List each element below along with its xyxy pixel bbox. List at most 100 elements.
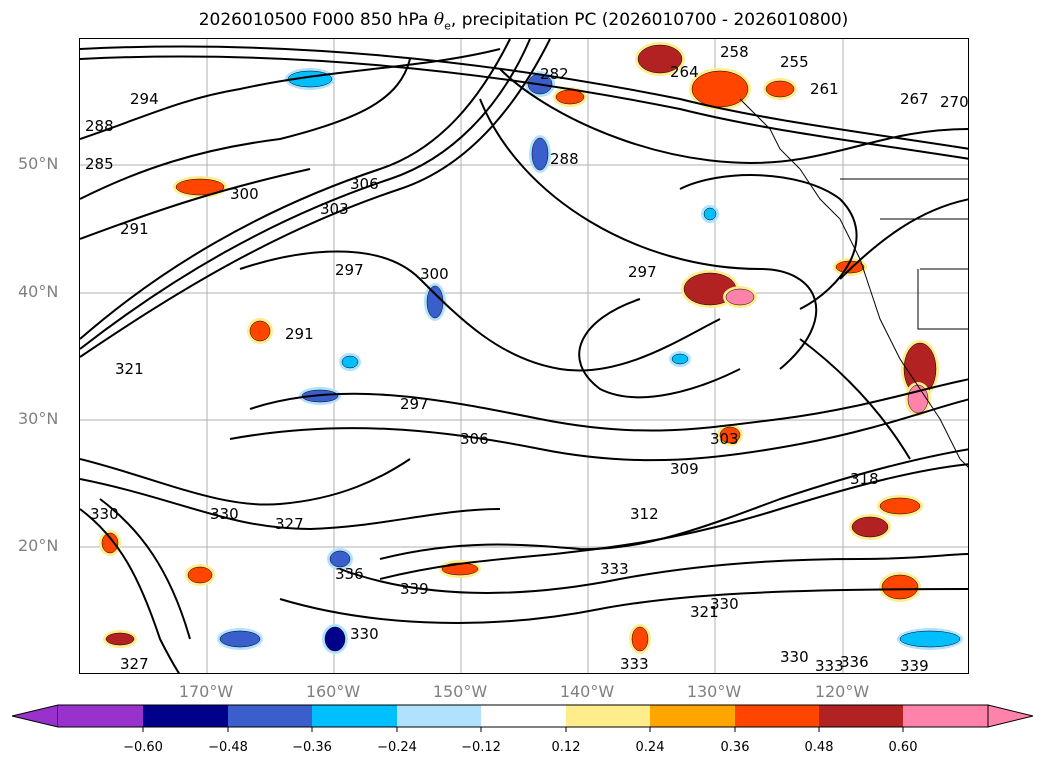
lat-label-20n: 20°N bbox=[18, 536, 59, 555]
map-title: 2026010500 F000 850 hPa θe, precipitatio… bbox=[198, 10, 849, 33]
theta-e-contour bbox=[239, 250, 721, 372]
precip-blob bbox=[175, 178, 225, 196]
theta-e-contour bbox=[249, 378, 968, 432]
theta-e-contour bbox=[80, 458, 411, 506]
colorbar-segment bbox=[566, 705, 650, 727]
contour-label: 339 bbox=[400, 580, 429, 598]
precip-blob bbox=[187, 566, 213, 584]
colorbar-segment bbox=[481, 705, 566, 727]
contour-label: 318 bbox=[850, 470, 879, 488]
colorbar-segment bbox=[650, 705, 735, 727]
precip-blob bbox=[329, 550, 351, 568]
colorbar-segment bbox=[312, 705, 397, 727]
colorbar-segment bbox=[397, 705, 481, 727]
theta-e-contour bbox=[80, 39, 551, 358]
colorbar-tick-label: −0.12 bbox=[461, 740, 501, 755]
lon-label-130w: 130°W bbox=[686, 682, 742, 701]
contour-label: 330 bbox=[90, 505, 119, 523]
contour-label: 309 bbox=[670, 460, 699, 478]
contour-label: 327 bbox=[275, 515, 304, 533]
lat-label-30n: 30°N bbox=[18, 409, 59, 428]
colorbar-extend-low bbox=[11, 704, 59, 728]
coastline-borders bbox=[739, 98, 968, 468]
contour-label: 270 bbox=[940, 93, 969, 111]
theta-e-contour bbox=[80, 168, 311, 240]
contour-label: 258 bbox=[720, 43, 749, 61]
precip-blob bbox=[899, 630, 961, 648]
precip-blob bbox=[426, 285, 444, 319]
contour-label: 333 bbox=[620, 655, 649, 673]
contour-label: 321 bbox=[690, 603, 719, 621]
contour-label: 336 bbox=[840, 653, 869, 671]
precipitation-shading bbox=[99, 42, 963, 654]
contour-label: 288 bbox=[85, 117, 114, 135]
contour-label: 312 bbox=[630, 505, 659, 523]
coastline bbox=[799, 168, 968, 468]
precip-blob bbox=[671, 353, 689, 365]
precip-blob bbox=[881, 574, 919, 600]
theta-e-contour bbox=[799, 338, 911, 460]
theta-e-contour bbox=[80, 55, 968, 160]
precip-blob bbox=[765, 80, 795, 98]
precip-blob bbox=[725, 288, 755, 306]
contour-label: 321 bbox=[115, 360, 144, 378]
contour-label: 294 bbox=[130, 90, 159, 108]
precip-blob bbox=[101, 532, 119, 554]
precip-blob bbox=[851, 516, 889, 538]
contour-label: 297 bbox=[628, 263, 657, 281]
theta-e-contour bbox=[80, 508, 180, 673]
theta-e-contour bbox=[578, 298, 741, 399]
colorbar-segment bbox=[903, 705, 988, 727]
contour-label: 267 bbox=[900, 90, 929, 108]
precip-blob bbox=[219, 630, 261, 648]
theta-e-contour bbox=[839, 198, 968, 280]
contour-label: 306 bbox=[460, 430, 489, 448]
contour-label: 306 bbox=[350, 175, 379, 193]
theta-e-contour bbox=[499, 68, 968, 164]
coastline bbox=[917, 269, 968, 330]
contour-label: 300 bbox=[420, 265, 449, 283]
colorbar-extend-high bbox=[987, 704, 1034, 728]
contour-label: 291 bbox=[120, 220, 149, 238]
theta-e-contour bbox=[679, 174, 858, 310]
precip-blob bbox=[341, 355, 359, 369]
precip-blob bbox=[631, 626, 649, 652]
theta-e-contour bbox=[80, 45, 968, 150]
lon-label-150w: 150°W bbox=[432, 682, 488, 701]
colorbar-tick-label: −0.60 bbox=[123, 740, 163, 755]
colorbar-segment bbox=[819, 705, 903, 727]
contour-label: 261 bbox=[810, 80, 839, 98]
contour-label: 339 bbox=[900, 657, 929, 674]
theta-e-contour bbox=[279, 588, 968, 624]
contour-label: 330 bbox=[210, 505, 239, 523]
colorbar-tick-label: 0.12 bbox=[551, 740, 581, 755]
precip-blob bbox=[879, 497, 921, 515]
lat-label-40n: 40°N bbox=[18, 282, 59, 301]
theta-e-contour bbox=[80, 39, 511, 340]
colorbar-tick-label: 0.36 bbox=[720, 740, 750, 755]
theta-e-contour bbox=[229, 398, 968, 462]
precip-blob bbox=[691, 70, 749, 108]
theta-e-contour bbox=[80, 478, 501, 531]
contour-label: 336 bbox=[335, 565, 364, 583]
precip-blob bbox=[324, 626, 346, 652]
colorbar-tick-label: −0.48 bbox=[208, 740, 248, 755]
theta-e-contour bbox=[479, 98, 818, 370]
colorbar-tick-label: −0.24 bbox=[377, 740, 417, 755]
contour-label: 300 bbox=[230, 185, 259, 203]
contour-label: 255 bbox=[780, 53, 809, 71]
gridlines bbox=[80, 39, 968, 673]
contour-label: 330 bbox=[780, 648, 809, 666]
map-plot-area: 294 288 285 291 300 303 306 297 300 291 282 288 297 2… bbox=[79, 38, 969, 674]
colorbar-segment bbox=[735, 705, 819, 727]
theta-e-contour bbox=[80, 39, 531, 350]
contour-label: 330 bbox=[350, 625, 379, 643]
colorbar-segment bbox=[143, 705, 228, 727]
precip-blob bbox=[719, 426, 741, 444]
theta-e-contours bbox=[80, 39, 968, 673]
colorbar-segment bbox=[228, 705, 312, 727]
colorbar-tick-label: 0.60 bbox=[888, 740, 918, 755]
theta-e-contour bbox=[379, 463, 968, 580]
